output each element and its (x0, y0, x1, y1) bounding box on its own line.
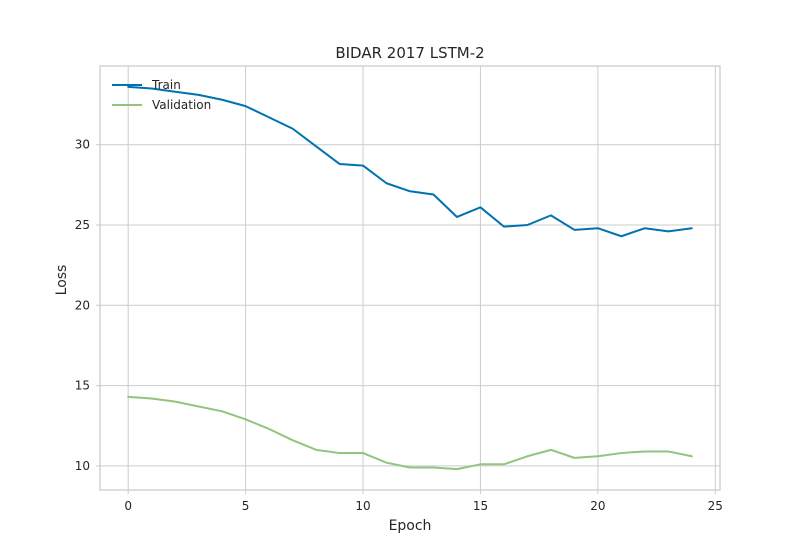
grid (96, 66, 720, 494)
plot-frame (99, 65, 721, 491)
legend: Train Validation (112, 78, 211, 112)
plot-background (100, 66, 720, 490)
x-tick-label: 25 (708, 499, 723, 513)
x-axis-label: Epoch (389, 518, 432, 534)
legend-label-validation: Validation (152, 98, 211, 112)
x-tick-label: 10 (355, 499, 370, 513)
y-axis-label: Loss (54, 265, 70, 296)
y-tick-label: 20 (75, 298, 90, 312)
legend-label-train: Train (151, 78, 181, 92)
x-tick-label: 20 (590, 499, 605, 513)
x-tick-label: 5 (242, 499, 250, 513)
y-tick-label: 15 (75, 379, 90, 393)
y-tick-label: 30 (75, 138, 90, 152)
series-line-train (127, 85, 693, 238)
series-lines (127, 85, 693, 471)
x-tick-label: 15 (473, 499, 488, 513)
y-tick-labels: 10 15 20 25 30 (75, 138, 90, 473)
x-tick-labels: 0 5 10 15 20 25 (124, 499, 723, 513)
y-tick-label: 10 (75, 459, 90, 473)
series-line-validation (127, 395, 693, 471)
y-tick-label: 25 (75, 218, 90, 232)
x-tick-label: 0 (124, 499, 132, 513)
chart-title: BIDAR 2017 LSTM-2 (335, 44, 484, 62)
